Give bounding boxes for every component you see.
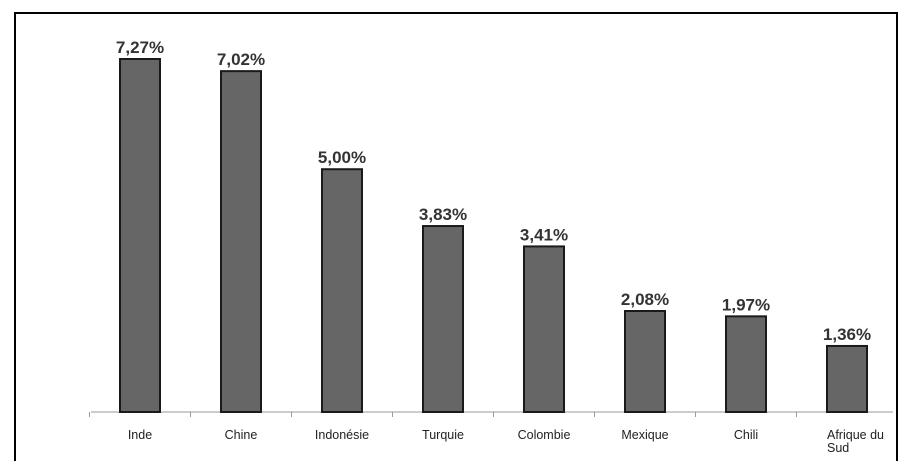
category-label: Turquie [422, 428, 464, 442]
data-label: 5,00% [318, 148, 366, 167]
category-label: Indonésie [315, 428, 369, 442]
bar [220, 70, 262, 414]
data-label: 1,36% [823, 325, 871, 344]
data-label: 7,27% [116, 38, 164, 57]
category-label: Chine [225, 428, 258, 442]
bar [119, 58, 161, 413]
bar [826, 344, 868, 413]
bar [422, 225, 464, 413]
bar-chart: 7,27% Inde 7,02% Chine 5,00% Indonésie 3,83% Tu… [89, 38, 893, 455]
category-label: Chili [734, 428, 758, 442]
bar [725, 315, 767, 413]
data-label: 2,08% [621, 290, 669, 309]
category-label: Inde [128, 428, 152, 442]
bar [624, 310, 666, 413]
bar [321, 168, 363, 413]
data-label: 7,02% [217, 50, 265, 69]
bar [523, 245, 565, 413]
data-label: 3,41% [520, 225, 568, 244]
category-label: Afrique du Sud [827, 428, 884, 455]
data-label: 3,83% [419, 205, 467, 224]
chart-frame: 7,27% Inde 7,02% Chine 5,00% Indonésie 3,83% Tu… [14, 12, 898, 461]
data-label: 1,97% [722, 295, 770, 314]
category-label: Mexique [621, 428, 668, 442]
category-label: Colombie [518, 428, 571, 442]
